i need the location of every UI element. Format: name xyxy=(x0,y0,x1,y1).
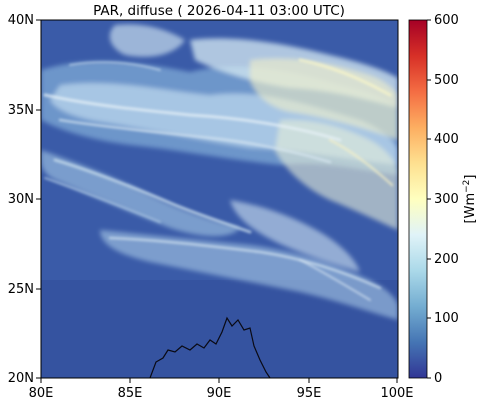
colorbar-tick-label: 100 xyxy=(434,311,459,326)
x-tick-label: 100E xyxy=(380,386,413,401)
colorbar-gradient xyxy=(408,19,428,379)
y-tick-label: 20N xyxy=(8,371,34,386)
colorbar-label: [Wm−2] xyxy=(462,175,478,224)
colorbar-tick-label: 400 xyxy=(434,132,459,147)
colorbar-tick-label: 200 xyxy=(434,252,459,267)
colorbar-tick-label: 0 xyxy=(434,371,442,386)
x-tick-label: 80E xyxy=(29,386,54,401)
x-tick-label: 90E xyxy=(207,386,232,401)
y-tick-label: 30N xyxy=(8,192,34,207)
x-tick-label: 85E xyxy=(118,386,143,401)
y-tick-label: 35N xyxy=(8,103,34,118)
y-tick-label: 40N xyxy=(8,13,34,28)
x-tick-label: 95E xyxy=(297,386,322,401)
y-axis: 20N 25N 30N 35N 40N xyxy=(8,13,41,386)
x-axis: 80E 85E 90E 95E 100E xyxy=(29,378,414,401)
plot-title: PAR, diffuse ( 2026-04-11 03:00 UTC) xyxy=(93,3,345,19)
cloud-streaks xyxy=(43,58,394,301)
map-area xyxy=(41,20,398,378)
colorbar: 0 100 200 300 400 500 600 [Wm−2] xyxy=(408,13,478,386)
y-tick-label: 25N xyxy=(8,282,34,297)
colorbar-tick-label: 500 xyxy=(434,73,459,88)
coastline xyxy=(149,316,271,378)
colorbar-tick-label: 300 xyxy=(434,192,459,207)
colorbar-tick-label: 600 xyxy=(434,13,459,28)
